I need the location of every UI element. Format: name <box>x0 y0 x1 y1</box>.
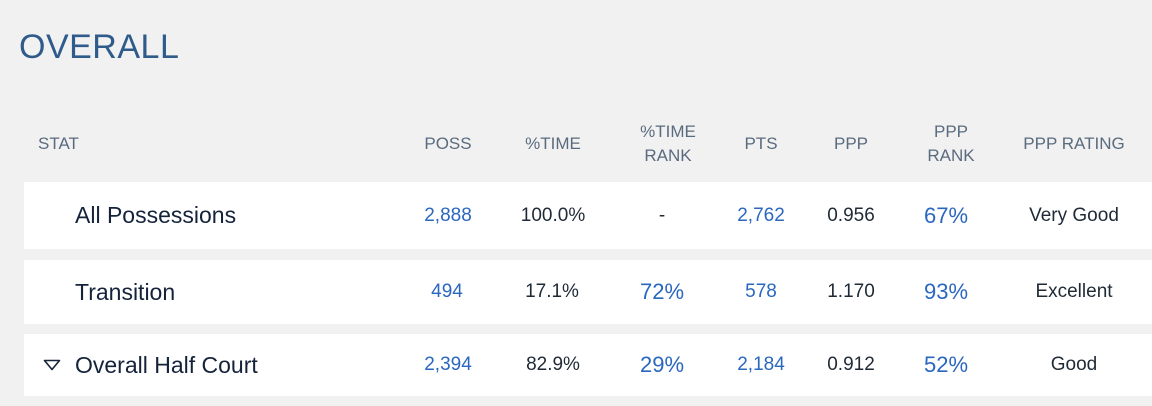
pts-link[interactable]: 2,184 <box>737 354 785 375</box>
pts-link[interactable]: 2,762 <box>737 204 785 226</box>
time-value: 100.0% <box>520 204 586 226</box>
header-poss[interactable]: POSS <box>424 134 472 153</box>
poss-link[interactable]: 494 <box>431 281 463 302</box>
stat-name: Transition <box>75 278 176 305</box>
poss-link[interactable]: 2,888 <box>424 204 472 226</box>
header-ppp-rank[interactable]: PPP RANK <box>927 114 974 174</box>
ppp-rating-value: Good <box>1050 354 1098 375</box>
time-rank-value: 72% <box>639 279 685 304</box>
ppp-value: 1.170 <box>827 281 875 302</box>
header-ppp-rank-line2: RANK <box>927 146 975 165</box>
header-time[interactable]: %TIME <box>525 134 581 153</box>
table-header: STAT POSS %TIME %TIME RANK PTS PPP PPP R… <box>0 114 1152 174</box>
time-rank-value: 29% <box>639 352 685 377</box>
ppp-rank-value: 93% <box>923 279 969 304</box>
time-value: 82.9% <box>526 354 580 375</box>
header-ppp-rank-line1: PPP <box>933 122 969 141</box>
pts-link[interactable]: 578 <box>745 281 777 302</box>
ppp-value: 0.956 <box>827 204 875 226</box>
table-row[interactable]: All Possessions 2,888 100.0% - 2,762 0.9… <box>24 182 1152 249</box>
triangle-down-outline-icon[interactable] <box>43 334 61 396</box>
poss-link[interactable]: 2,394 <box>424 354 472 375</box>
header-ppp-rating[interactable]: PPP RATING <box>1023 134 1125 153</box>
table-row[interactable]: Overall Half Court 2,394 82.9% 29% 2,184… <box>24 334 1152 396</box>
header-pts[interactable]: PTS <box>744 134 778 153</box>
header-time-rank-line1: %TIME <box>640 122 696 141</box>
stat-name[interactable]: Overall Half Court <box>75 351 258 378</box>
ppp-value: 0.912 <box>827 354 875 375</box>
ppp-rating-value: Excellent <box>1035 281 1113 302</box>
ppp-rating-value: Very Good <box>1029 204 1119 226</box>
header-time-rank[interactable]: %TIME RANK <box>640 114 696 174</box>
header-time-rank-line2: RANK <box>644 146 692 165</box>
stat-name: All Possessions <box>75 202 237 228</box>
table-row[interactable]: Transition 494 17.1% 72% 578 1.170 93% E… <box>24 260 1152 324</box>
ppp-rank-value: 67% <box>923 202 969 228</box>
header-stat[interactable]: STAT <box>38 134 79 153</box>
header-ppp[interactable]: PPP <box>833 134 869 153</box>
time-value: 17.1% <box>525 281 579 302</box>
ppp-rank-value: 52% <box>923 352 969 377</box>
section-title: OVERALL <box>19 28 180 66</box>
time-rank-value: - <box>658 204 666 226</box>
